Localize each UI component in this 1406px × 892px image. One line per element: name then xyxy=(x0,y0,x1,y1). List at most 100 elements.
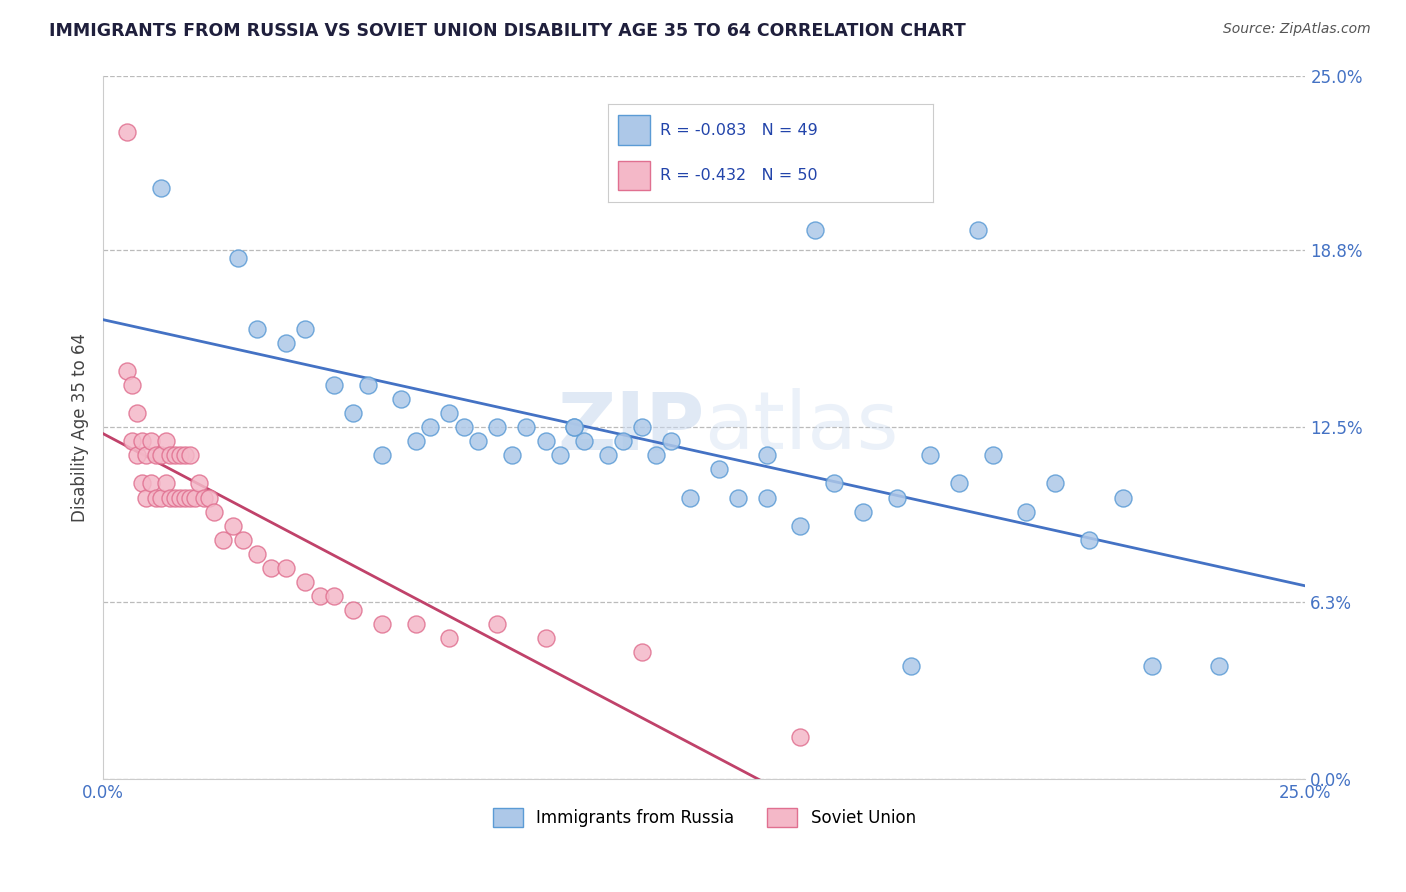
Point xyxy=(534,434,557,449)
Point xyxy=(222,518,245,533)
Point xyxy=(405,617,427,632)
Point xyxy=(1078,533,1101,547)
Point xyxy=(1045,476,1067,491)
Point xyxy=(115,364,138,378)
Point xyxy=(188,476,211,491)
Point xyxy=(202,505,225,519)
Point xyxy=(920,448,942,462)
Point xyxy=(308,589,330,603)
Point xyxy=(548,448,571,462)
Point xyxy=(630,420,652,434)
Text: ZIP: ZIP xyxy=(557,388,704,467)
Point xyxy=(141,476,163,491)
Point xyxy=(612,434,634,449)
Point xyxy=(131,434,153,449)
Point xyxy=(1111,491,1133,505)
Point xyxy=(948,476,970,491)
Point xyxy=(596,448,619,462)
Point xyxy=(159,448,181,462)
Point xyxy=(125,406,148,420)
Point xyxy=(212,533,235,547)
Point xyxy=(155,476,177,491)
Text: atlas: atlas xyxy=(704,388,898,467)
Point xyxy=(169,448,191,462)
Point xyxy=(169,491,191,505)
Point xyxy=(1208,659,1230,673)
Point xyxy=(145,448,167,462)
Point xyxy=(141,434,163,449)
Point xyxy=(1015,505,1038,519)
Y-axis label: Disability Age 35 to 64: Disability Age 35 to 64 xyxy=(72,333,89,522)
Point xyxy=(501,448,523,462)
Point xyxy=(149,491,172,505)
Point xyxy=(789,518,811,533)
Point xyxy=(1140,659,1163,673)
Point xyxy=(294,322,316,336)
Point xyxy=(486,617,509,632)
Text: Source: ZipAtlas.com: Source: ZipAtlas.com xyxy=(1223,22,1371,37)
Point xyxy=(789,730,811,744)
Point xyxy=(145,491,167,505)
Point xyxy=(389,392,412,406)
Point xyxy=(439,632,461,646)
Point xyxy=(755,491,778,505)
Point xyxy=(371,617,394,632)
Point xyxy=(135,448,157,462)
Point xyxy=(453,420,475,434)
Point xyxy=(323,589,346,603)
Point xyxy=(886,491,908,505)
Point xyxy=(439,406,461,420)
Point xyxy=(645,448,668,462)
Point xyxy=(967,223,990,237)
Point xyxy=(179,448,201,462)
Point xyxy=(852,505,875,519)
Point xyxy=(371,448,394,462)
Point xyxy=(260,561,283,575)
Point xyxy=(467,434,489,449)
Point xyxy=(198,491,221,505)
Point xyxy=(707,462,730,476)
Point xyxy=(342,406,364,420)
Point xyxy=(173,448,195,462)
Point xyxy=(155,434,177,449)
Point xyxy=(294,574,316,589)
Point xyxy=(727,491,749,505)
Point xyxy=(173,491,195,505)
Point xyxy=(405,434,427,449)
Legend: Immigrants from Russia, Soviet Union: Immigrants from Russia, Soviet Union xyxy=(486,801,922,834)
Point xyxy=(246,322,269,336)
Point xyxy=(232,533,254,547)
Point xyxy=(226,252,249,266)
Point xyxy=(981,448,1004,462)
Point xyxy=(900,659,922,673)
Point xyxy=(125,448,148,462)
Point xyxy=(342,603,364,617)
Point xyxy=(274,561,297,575)
Point xyxy=(193,491,215,505)
Point xyxy=(564,420,586,434)
Point xyxy=(165,448,187,462)
Point xyxy=(823,476,845,491)
Point xyxy=(121,378,143,392)
Point xyxy=(486,420,509,434)
Point xyxy=(804,223,827,237)
Point xyxy=(149,448,172,462)
Point xyxy=(659,434,682,449)
Point xyxy=(419,420,441,434)
Point xyxy=(159,491,181,505)
Point xyxy=(115,125,138,139)
Point xyxy=(131,476,153,491)
Point xyxy=(356,378,378,392)
Point xyxy=(564,420,586,434)
Point xyxy=(121,434,143,449)
Text: IMMIGRANTS FROM RUSSIA VS SOVIET UNION DISABILITY AGE 35 TO 64 CORRELATION CHART: IMMIGRANTS FROM RUSSIA VS SOVIET UNION D… xyxy=(49,22,966,40)
Point xyxy=(323,378,346,392)
Point xyxy=(165,491,187,505)
Point xyxy=(572,434,595,449)
Point xyxy=(515,420,537,434)
Point xyxy=(755,448,778,462)
Point xyxy=(630,645,652,659)
Point xyxy=(274,335,297,350)
Point xyxy=(183,491,205,505)
Point xyxy=(135,491,157,505)
